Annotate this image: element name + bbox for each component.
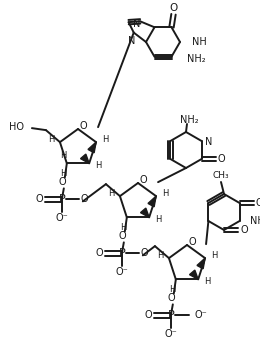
Text: O: O [35,194,43,205]
Text: NH₂: NH₂ [180,115,198,125]
Text: H: H [95,161,101,170]
Text: O⁻: O⁻ [55,213,68,223]
Polygon shape [190,270,198,279]
Polygon shape [197,258,205,269]
Text: NH₂: NH₂ [186,54,205,64]
Text: N: N [128,36,135,45]
Text: NH: NH [192,37,207,47]
Text: H: H [204,277,210,286]
Text: O: O [95,248,103,258]
Text: O: O [79,121,87,131]
Polygon shape [81,154,89,163]
Text: P: P [167,311,174,320]
Text: H: H [162,189,168,198]
Polygon shape [88,142,96,153]
Text: P: P [119,248,125,258]
Text: O: O [188,237,196,247]
Text: O: O [139,175,147,185]
Text: H: H [157,251,163,260]
Text: O: O [240,225,248,235]
Text: O: O [118,232,126,241]
Text: HO: HO [9,122,24,132]
Text: N: N [133,19,140,29]
Text: H: H [120,223,126,232]
Text: N: N [205,137,212,147]
Text: H: H [60,151,66,160]
Polygon shape [140,208,149,218]
Text: O: O [169,3,178,13]
Text: O⁻: O⁻ [115,267,128,277]
Text: CH₃: CH₃ [213,171,229,180]
Text: O: O [80,194,88,205]
Text: O: O [140,248,148,258]
Text: H: H [155,215,161,224]
Text: H: H [60,169,66,178]
Text: NH: NH [250,216,260,226]
Text: O: O [167,293,175,303]
Text: H: H [211,251,217,260]
Text: O: O [256,198,260,208]
Text: H: H [48,135,54,144]
Text: H: H [169,285,175,294]
Text: O: O [218,154,225,164]
Text: O: O [58,177,66,187]
Text: H: H [102,135,108,144]
Text: O: O [144,311,152,320]
Text: O⁻: O⁻ [195,311,207,320]
Text: P: P [58,194,65,205]
Text: O⁻: O⁻ [165,329,177,339]
Polygon shape [148,196,156,207]
Text: H: H [108,189,114,198]
